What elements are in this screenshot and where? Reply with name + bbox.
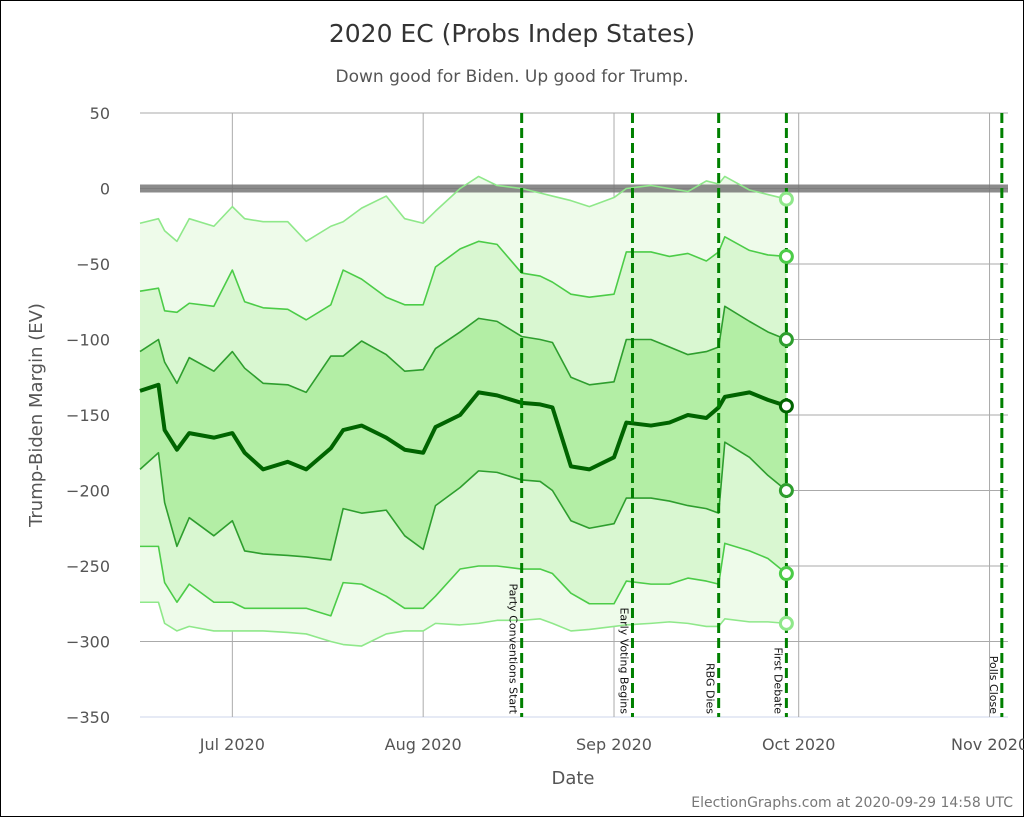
series-line-plus1	[139, 305, 787, 394]
series-line-median	[139, 382, 788, 472]
x-tick-label: Oct 2020	[762, 735, 835, 754]
y-tick-label: 50	[90, 104, 110, 123]
x-axis-title: Date	[551, 768, 594, 789]
x-tick-label: Sep 2020	[576, 735, 652, 754]
end-marker-minus2	[778, 566, 794, 582]
band-plus1-minus1	[140, 306, 787, 560]
end-marker-plus2	[778, 248, 794, 264]
series-line-minus3	[140, 601, 787, 647]
y-tick-label: −300	[66, 633, 110, 652]
y-tick-label: −200	[66, 482, 110, 501]
event-label: First Debate	[771, 647, 784, 714]
end-marker-plus1	[778, 332, 794, 347]
series-line-plus2	[139, 236, 787, 321]
chart-subtitle: Down good for Biden. Up good for Trump.	[336, 67, 689, 87]
end-marker-plus3	[778, 191, 794, 207]
series-line-minus2	[140, 542, 787, 617]
chart-title: 2020 EC (Probs Indep States)	[329, 19, 695, 48]
event-label: Polls Close	[987, 656, 1000, 715]
y-tick-label: 0	[100, 180, 110, 199]
y-tick-label: −350	[66, 708, 110, 727]
event-label: RBG Dies	[704, 663, 717, 714]
series-line-minus1	[139, 441, 787, 561]
event-lines: Party Conventions Start Early Voting Begi…	[507, 113, 1004, 717]
end-marker-median	[778, 398, 794, 414]
y-tick-label: −50	[76, 255, 110, 274]
event-label: Party Conventions Start	[507, 583, 520, 714]
end-markers	[778, 191, 794, 631]
y-tick-label: −150	[66, 406, 110, 425]
y-tick-label: −250	[66, 557, 110, 576]
x-tick-label: Nov 2020	[951, 735, 1024, 754]
y-axis-title: Trump-Biden Margin (EV)	[26, 303, 47, 528]
credit[interactable]: ElectionGraphs.com at 2020-09-29 14:58 U…	[691, 795, 1013, 811]
series-lines	[139, 175, 788, 647]
y-tick-label: −100	[66, 331, 110, 350]
event-label: Early Voting Begins	[617, 607, 630, 714]
tick-labels: 50 0 −50 −100 −150 −200 −250 −300 −350 Jul 2020 Au…	[66, 104, 1024, 754]
x-tick-label: Jul 2020	[199, 735, 265, 754]
end-marker-minus3	[778, 615, 794, 631]
series-line-plus3	[139, 175, 787, 243]
x-tick-label: Aug 2020	[385, 735, 462, 754]
end-marker-minus1	[778, 483, 794, 498]
